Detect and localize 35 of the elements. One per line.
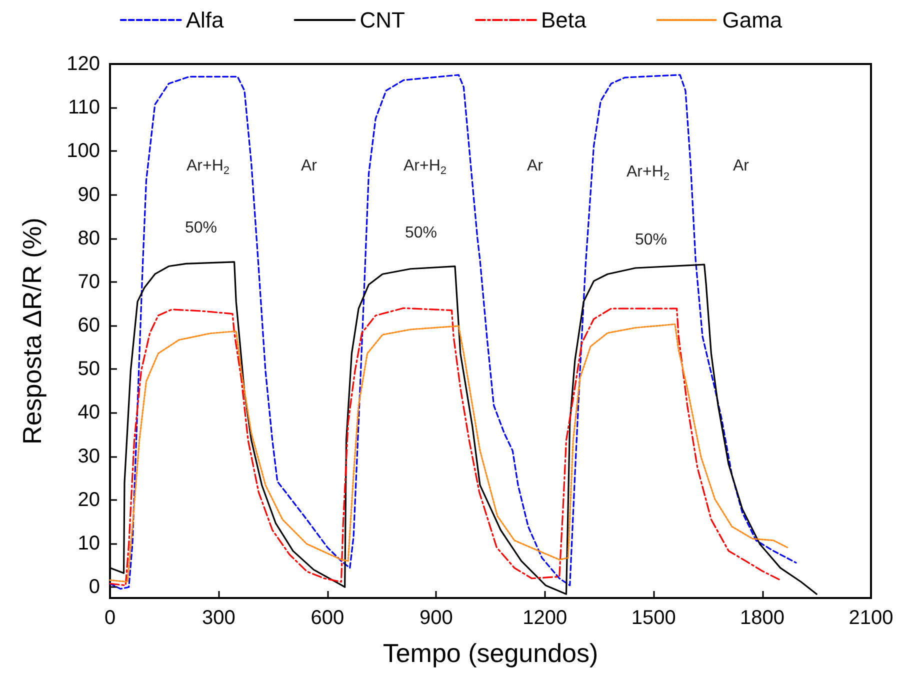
y-tick-label: 90 [78,184,100,206]
y-tick-label: 80 [78,227,100,250]
annotation: 50% [404,224,438,242]
line-series [109,74,797,590]
annotation: 50% [634,232,668,248]
annotation: 50% [184,220,218,236]
x-tick-label: 1500 [631,607,676,629]
legend-label: Beta [540,8,587,32]
line-series [109,261,818,595]
x-tick-label: 900 [419,607,453,629]
legend-label: Alfa [186,8,225,32]
legend-label: CNT [360,8,405,32]
y-tick-label: 100 [66,140,100,162]
annotation: Ar [301,158,318,174]
y-tick-label: 20 [78,488,100,511]
x-tick-label: 600 [310,607,344,629]
x-tick-label: 300 [202,607,236,629]
x-tick-label: 1200 [522,607,568,629]
y-tick-label: 0 [88,576,100,598]
y-tick-label: 60 [78,314,100,337]
annotation: Ar [733,158,750,174]
y-tick-label: 10 [78,532,100,555]
annotation: Ar [527,158,544,174]
y-tick-label: 70 [78,270,100,293]
y-tick-label: 30 [78,445,100,468]
y-axis-title: Resposta ΔR/R (%) [17,218,47,444]
x-tick-label: 2100 [848,607,894,629]
x-tick-label: 0 [104,607,116,629]
legend-label: Gama [722,8,783,32]
y-tick-label: 40 [78,402,100,424]
y-tick-label: 50 [78,358,100,380]
y-tick-label: 110 [68,96,100,119]
y-tick-label: 120 [66,53,100,75]
x-tick-label: 1800 [740,607,785,629]
x-axis-title: Tempo (segundos) [382,638,598,668]
